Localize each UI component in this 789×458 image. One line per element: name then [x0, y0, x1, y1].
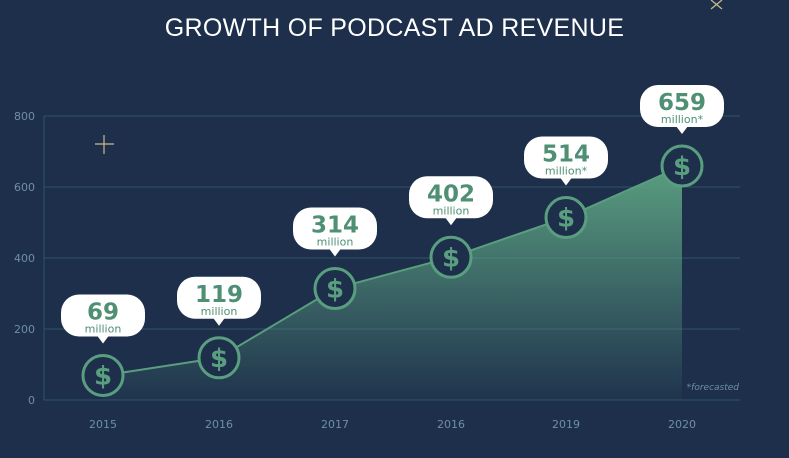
marker-circle [313, 267, 357, 311]
close-icon [710, 0, 723, 10]
callout-pointer [213, 317, 225, 326]
y-tick-label: 600 [14, 181, 35, 194]
forecast-note: *forecasted [687, 383, 740, 393]
value-label: 659 [658, 90, 706, 116]
dollar-icon: $ [94, 362, 112, 392]
dollar-icon: $ [557, 204, 575, 234]
x-tick-label: 2016 [205, 418, 233, 431]
dollar-icon: $ [210, 344, 228, 374]
marker-circle [544, 196, 588, 240]
callout-bubble [293, 207, 377, 250]
chart-title: GROWTH OF PODCAST AD REVENUE [164, 14, 625, 42]
dollar-marker: $ [313, 267, 357, 311]
y-tick-label: 400 [14, 252, 35, 265]
x-tick-label: 2019 [552, 418, 580, 431]
sparkle-icon [95, 135, 114, 154]
callout-bubble [177, 276, 261, 319]
callout-bubble [409, 176, 493, 219]
x-tick-label: 2015 [89, 418, 117, 431]
x-tick-label: 2016 [437, 418, 465, 431]
unit-label: million [85, 323, 122, 336]
y-tick-label: 200 [14, 323, 35, 336]
callout-bubble [524, 136, 608, 179]
callout-pointer [676, 126, 688, 135]
unit-label: million [201, 305, 238, 318]
unit-label: million* [661, 113, 704, 126]
callout-pointer [445, 217, 457, 226]
dollar-marker: $ [660, 144, 704, 188]
dollar-marker: $ [197, 336, 241, 380]
dollar-icon: $ [326, 275, 344, 305]
dollar-marker: $ [544, 196, 588, 240]
marker-circle [429, 235, 473, 279]
callout-bubble [61, 294, 145, 337]
marker-circle [197, 336, 241, 380]
x-tick-label: 2020 [668, 418, 696, 431]
callout-pointer [560, 177, 572, 186]
x-tick-label: 2017 [321, 418, 349, 431]
y-tick-label: 0 [28, 394, 35, 407]
value-label: 69 [87, 300, 119, 326]
dollar-icon: $ [673, 152, 691, 182]
marker-circle [660, 144, 704, 188]
dollar-icon: $ [442, 243, 460, 273]
dollar-marker: $ [429, 235, 473, 279]
marker-circle [81, 354, 125, 398]
callout-pointer [97, 335, 109, 344]
value-label: 314 [311, 213, 359, 239]
callout-pointer [329, 248, 341, 257]
callout-bubble [640, 85, 724, 128]
unit-label: million* [545, 165, 588, 178]
value-label: 402 [427, 181, 475, 207]
value-label: 119 [195, 282, 243, 308]
unit-label: million [433, 204, 470, 217]
unit-label: million [317, 236, 354, 249]
dollar-marker: $ [81, 354, 125, 398]
value-label: 514 [542, 142, 590, 168]
y-tick-label: 800 [14, 110, 35, 123]
